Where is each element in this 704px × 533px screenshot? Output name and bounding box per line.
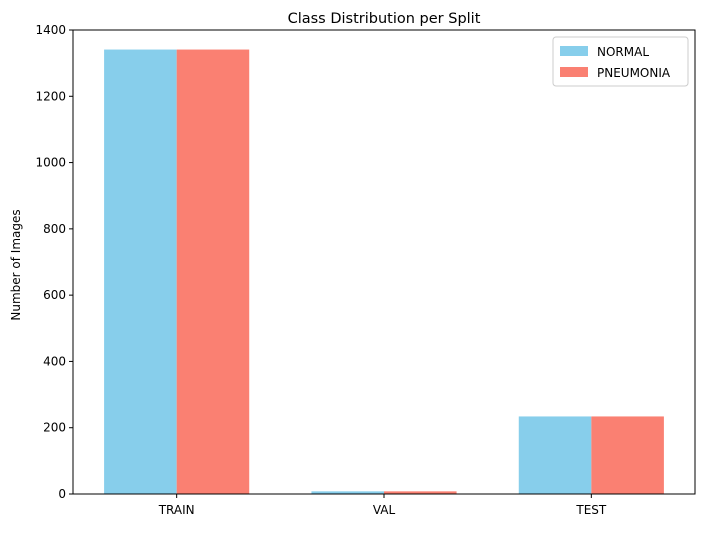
y-tick-label: 200 <box>43 421 66 435</box>
bar-val-normal <box>311 491 384 494</box>
bar-train-normal <box>104 49 177 494</box>
legend-swatch-pneumonia <box>560 67 588 77</box>
legend: NORMAL PNEUMONIA <box>552 36 689 87</box>
y-tick-label: 1400 <box>35 23 66 37</box>
bar-test-normal <box>518 416 592 494</box>
y-tick-label: 1200 <box>35 89 66 103</box>
y-tick-label: 800 <box>43 222 66 236</box>
legend-label-pneumonia: PNEUMONIA <box>597 66 671 80</box>
y-tick-label: 400 <box>43 354 66 368</box>
x-tick-label: TRAIN <box>158 503 195 517</box>
chart-title: Class Distribution per Split <box>288 11 481 27</box>
x-ticks-group: TRAIN VAL TEST <box>158 494 607 517</box>
y-tick-label: 1000 <box>35 156 66 170</box>
x-tick-label: VAL <box>373 503 396 517</box>
bar-val-pneumonia <box>384 491 457 494</box>
legend-label-normal: NORMAL <box>597 45 649 59</box>
plot-frame <box>72 29 696 495</box>
y-tick-label: 600 <box>43 288 66 302</box>
y-ticks-group: 0 200 400 600 800 1000 1200 1400 <box>35 23 73 501</box>
y-tick-label: 0 <box>58 487 66 501</box>
bar-test-pneumonia <box>591 416 664 494</box>
y-axis-label: Number of Images <box>9 209 23 320</box>
legend-swatch-normal <box>560 46 588 56</box>
x-tick-label: TEST <box>575 503 607 517</box>
bar-train-pneumonia <box>176 49 250 494</box>
bars-group <box>104 49 664 494</box>
